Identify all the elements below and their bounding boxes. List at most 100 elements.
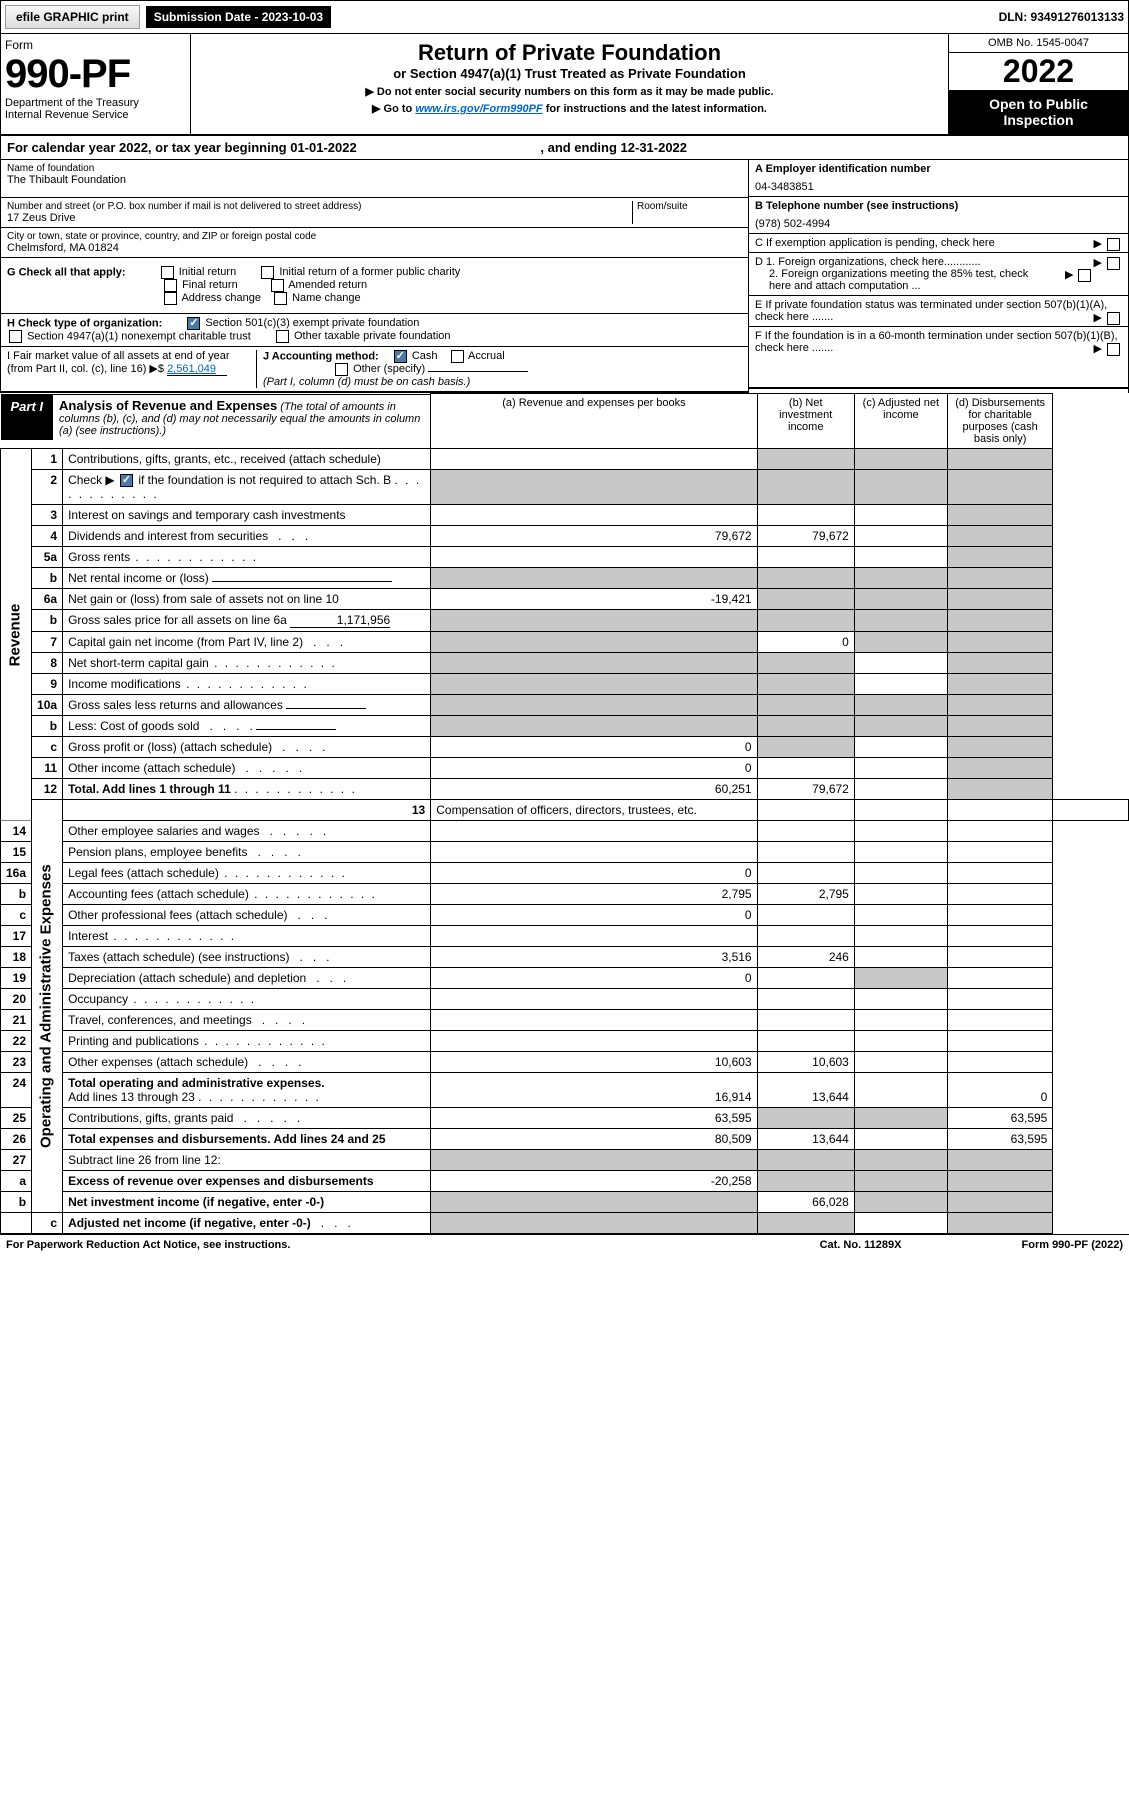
name-change-checkbox[interactable] <box>274 292 287 305</box>
d-cell: D 1. Foreign organizations, check here..… <box>749 253 1128 296</box>
irs-link[interactable]: www.irs.gov/Form990PF <box>415 103 542 115</box>
row-8-desc: Net short-term capital gain <box>63 653 431 674</box>
page-footer: For Paperwork Reduction Act Notice, see … <box>0 1234 1129 1255</box>
fmv-link[interactable]: 2,561,049 <box>167 363 227 376</box>
h-o3: Other taxable private foundation <box>294 330 451 342</box>
omb-number: OMB No. 1545-0047 <box>949 34 1128 53</box>
r4-b: 79,672 <box>757 526 854 547</box>
row-6b-desc: Gross sales price for all assets on line… <box>63 610 431 632</box>
ln-5b: b <box>32 568 63 589</box>
efile-print-button[interactable]: efile GRAPHIC print <box>5 5 140 29</box>
col-b-header: (b) Net investment income <box>757 394 854 449</box>
r12-a: 60,251 <box>431 779 757 800</box>
r16b-b: 2,795 <box>757 884 854 905</box>
row-16b-desc: Accounting fees (attach schedule) <box>63 884 431 905</box>
d1-checkbox[interactable] <box>1107 257 1120 270</box>
ln-12: 12 <box>32 779 63 800</box>
r23-b: 10,603 <box>757 1052 854 1073</box>
revenue-section-label: Revenue <box>1 449 32 821</box>
ln-17: 17 <box>1 926 32 947</box>
other-specify-checkbox[interactable] <box>335 363 348 376</box>
row-5a-desc: Gross rents <box>63 547 431 568</box>
row-10b-desc: Less: Cost of goods sold . . . . <box>63 716 431 737</box>
tel-label: B Telephone number (see instructions) <box>755 200 958 212</box>
d2-checkbox[interactable] <box>1078 269 1091 282</box>
schb-checkbox[interactable] <box>120 474 133 487</box>
col-d-header: (d) Disbursements for charitable purpose… <box>947 394 1052 449</box>
ln-27a: a <box>1 1171 32 1192</box>
foundation-name-cell: Name of foundation The Thibault Foundati… <box>1 160 748 198</box>
row-5b-desc: Net rental income or (loss) <box>63 568 431 589</box>
h-o2: Section 4947(a)(1) nonexempt charitable … <box>27 330 251 342</box>
part1-table: Part I Analysis of Revenue and Expenses … <box>0 393 1129 1234</box>
4947-checkbox[interactable] <box>9 330 22 343</box>
row-11-desc: Other income (attach schedule) . . . . . <box>63 758 431 779</box>
h-label: H Check type of organization: <box>7 317 162 329</box>
r25-a: 63,595 <box>431 1108 757 1129</box>
ln-6b: b <box>32 610 63 632</box>
row-12-desc: Total. Add lines 1 through 11 <box>63 779 431 800</box>
ln-10a: 10a <box>32 695 63 716</box>
ln-4: 4 <box>32 526 63 547</box>
expenses-section-label: Operating and Administrative Expenses <box>32 800 63 1213</box>
row-6a-desc: Net gain or (loss) from sale of assets n… <box>63 589 431 610</box>
instr-post: for instructions and the latest informat… <box>543 103 767 115</box>
name-label: Name of foundation <box>7 163 742 174</box>
dln-label: DLN: 93491276013133 <box>999 10 1124 24</box>
initial-public-checkbox[interactable] <box>261 266 274 279</box>
ln-27b: b <box>1 1192 32 1213</box>
j-other: Other (specify) <box>353 363 425 375</box>
ln-3: 3 <box>32 505 63 526</box>
part1-title: Analysis of Revenue and Expenses <box>59 398 277 413</box>
row-1-desc: Contributions, gifts, grants, etc., rece… <box>63 449 431 470</box>
ln-6a: 6a <box>32 589 63 610</box>
r18-a: 3,516 <box>431 947 757 968</box>
i-j-cell: I Fair market value of all assets at end… <box>1 347 748 393</box>
r26-a: 80,509 <box>431 1129 757 1150</box>
g-o1: Initial return <box>179 266 236 278</box>
d1-label: D 1. Foreign organizations, check here..… <box>755 256 981 268</box>
g-o6: Name change <box>292 292 361 304</box>
ln-27c: c <box>32 1213 63 1234</box>
address-change-checkbox[interactable] <box>164 292 177 305</box>
ln-23: 23 <box>1 1052 32 1073</box>
501c3-checkbox[interactable] <box>187 317 200 330</box>
row-9-desc: Income modifications <box>63 674 431 695</box>
r27b-b: 66,028 <box>757 1192 854 1213</box>
r25-d: 63,595 <box>947 1108 1052 1129</box>
f-checkbox[interactable] <box>1107 343 1120 356</box>
row-26-desc: Total expenses and disbursements. Add li… <box>63 1129 431 1150</box>
ein-value: 04-3483851 <box>755 181 1122 193</box>
form-subtitle: or Section 4947(a)(1) Trust Treated as P… <box>197 66 942 81</box>
row-10c-desc: Gross profit or (loss) (attach schedule)… <box>63 737 431 758</box>
ln-26: 26 <box>1 1129 32 1150</box>
j-accrual: Accrual <box>468 350 505 362</box>
e-checkbox[interactable] <box>1107 312 1120 325</box>
ln-21: 21 <box>1 1010 32 1031</box>
h-check-cell: H Check type of organization: Section 50… <box>1 314 748 347</box>
form-header: Form 990-PF Department of the Treasury I… <box>0 34 1129 134</box>
other-taxable-checkbox[interactable] <box>276 330 289 343</box>
g-o5: Address change <box>181 292 261 304</box>
instr-ssn: ▶ Do not enter social security numbers o… <box>197 85 942 98</box>
cash-checkbox[interactable] <box>394 350 407 363</box>
initial-return-checkbox[interactable] <box>161 266 174 279</box>
ln-2: 2 <box>32 470 63 505</box>
final-return-checkbox[interactable] <box>164 279 177 292</box>
j-label: J Accounting method: <box>263 350 379 362</box>
amended-checkbox[interactable] <box>271 279 284 292</box>
row-18-desc: Taxes (attach schedule) (see instruction… <box>63 947 431 968</box>
ln-1: 1 <box>32 449 63 470</box>
accrual-checkbox[interactable] <box>451 350 464 363</box>
ln-16a: 16a <box>1 863 32 884</box>
row-19-desc: Depreciation (attach schedule) and deple… <box>63 968 431 989</box>
j-cash: Cash <box>412 350 438 362</box>
form-title: Return of Private Foundation <box>197 40 942 66</box>
r16c-a: 0 <box>431 905 757 926</box>
calyear-begin: For calendar year 2022, or tax year begi… <box>7 140 357 155</box>
r23-a: 10,603 <box>431 1052 757 1073</box>
row-23-desc: Other expenses (attach schedule) . . . . <box>63 1052 431 1073</box>
city-label: City or town, state or province, country… <box>7 231 742 242</box>
instr-goto: ▶ Go to www.irs.gov/Form990PF for instru… <box>197 102 942 115</box>
c-checkbox[interactable] <box>1107 238 1120 251</box>
